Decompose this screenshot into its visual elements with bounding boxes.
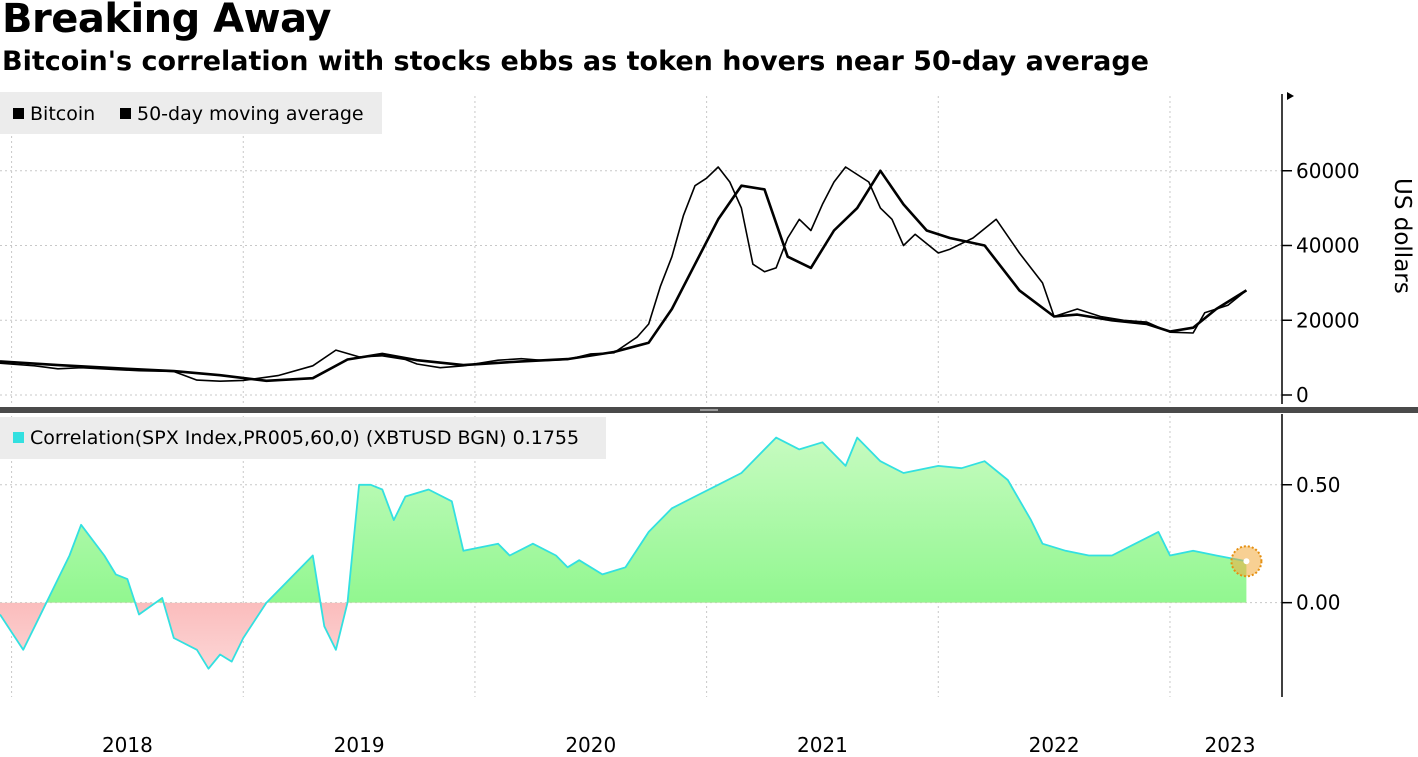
x-tick-label: 2023 [1205,733,1256,757]
legend-label-bitcoin: Bitcoin [30,103,95,125]
correlation-panel: 0.50 0.00 Correlation(SPX Index,PR005,60,… [0,414,1341,697]
correlation-y-ticks: 0.50 0.00 [1282,473,1341,615]
legend-label-moving-average: 50-day moving average [137,103,364,125]
correlation-legend-box [0,417,606,459]
legend-swatch-bitcoin [13,108,24,119]
correlation-y-tick-label: 0.50 [1296,473,1341,497]
price-axis-arrow-icon [1287,92,1294,100]
price-y-ticks: 60000 40000 20000 0 [1282,92,1360,407]
price-gridlines [0,96,1282,404]
latest-value-dot [1243,558,1250,565]
x-tick-label: 2021 [797,733,848,757]
x-tick-label: 2018 [102,733,153,757]
legend-swatch-moving-average [120,108,131,119]
correlation-y-tick-label: 0.00 [1296,591,1341,615]
price-series-group [0,166,1248,383]
price-y-tick-label: 40000 [1296,234,1360,258]
price-legend-box [0,92,382,134]
legend-swatch-correlation [13,432,24,443]
correlation-positive-area [46,437,1247,603]
chart-title: Breaking Away [2,0,331,42]
price-panel: 60000 40000 20000 0 US dollars Bitcoin 50-d… [0,92,1415,407]
legend-label-correlation: Correlation(SPX Index,PR005,60,0) (XBTUS… [30,427,579,449]
price-y-tick-label: 20000 [1296,308,1360,332]
price-y-axis-label: US dollars [1389,178,1415,294]
correlation-line [0,436,1247,670]
x-tick-label: 2022 [1029,733,1080,757]
divider-grip-icon[interactable] [700,409,718,411]
x-tick-label: 2019 [334,733,385,757]
x-tick-label: 2020 [565,733,616,757]
moving-average-line [0,169,1248,383]
chart-subtitle: Bitcoin's correlation with stocks ebbs a… [2,46,1149,77]
price-y-tick-label: 0 [1296,383,1309,407]
price-y-tick-label: 60000 [1296,159,1360,183]
bitcoin-price-line [0,166,1247,383]
x-axis-ticks: 2018 2019 2020 2021 2022 2023 [102,733,1255,757]
correlation-series-group [0,436,1263,670]
